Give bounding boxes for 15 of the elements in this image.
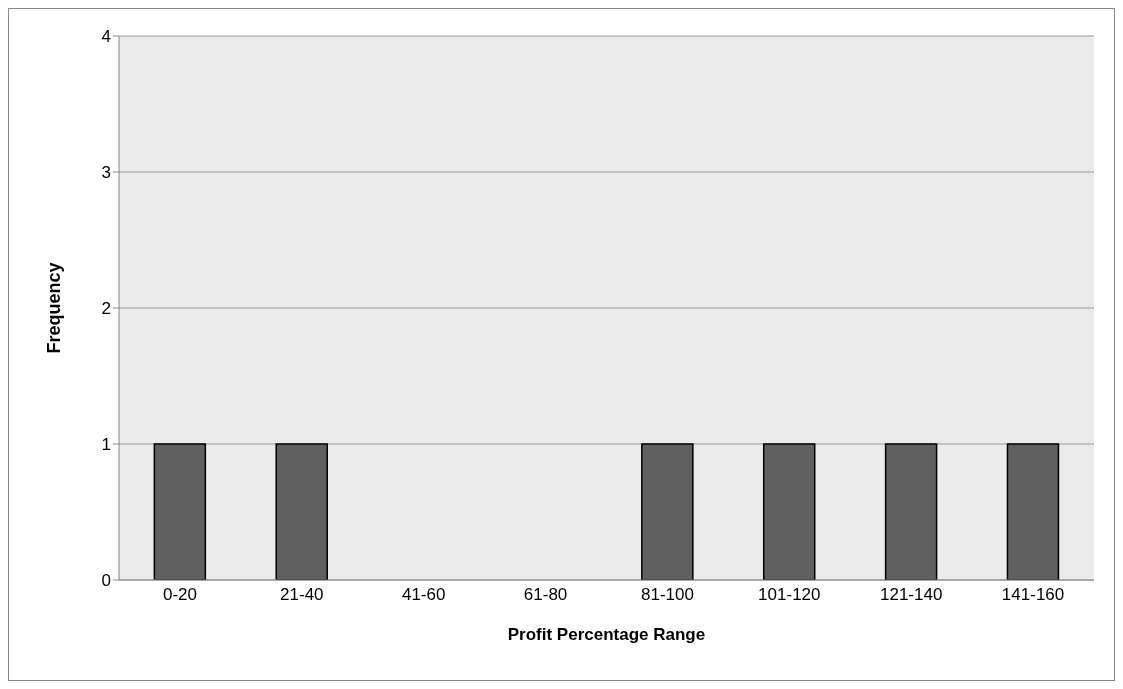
y-tick-label: 4 [101,27,111,47]
x-axis-title: Profit Percentage Range [507,625,706,644]
x-tick-label: 0-20 [162,585,197,605]
y-tick-label: 0 [101,571,111,591]
x-tick-label: 141-160 [1001,585,1065,605]
y-tick-label: 2 [101,299,111,319]
y-tick-label: 3 [101,163,111,183]
x-tick-label: 61-80 [523,585,568,605]
x-tick-label: 101-120 [758,585,821,605]
y-tick-label: 1 [101,435,111,455]
y-axis-title: Frequency [44,262,65,354]
x-tick-label: 41-60 [401,585,446,605]
x-tick-label: 121-140 [879,585,943,605]
x-tick-label: 21-40 [280,585,324,605]
x-tick-label: 81-100 [640,585,694,605]
